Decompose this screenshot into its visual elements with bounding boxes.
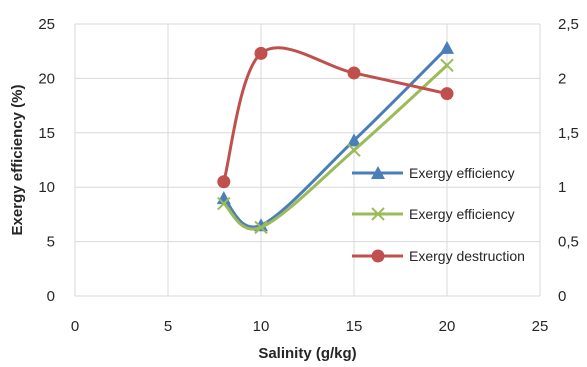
axes: 0 05 0,510 115 1,520 225 2,50 5 10 15 20 25 xyxy=(38,16,579,335)
series-line xyxy=(222,64,449,231)
data-point xyxy=(440,87,454,101)
marker-stroke xyxy=(217,196,231,211)
data-point xyxy=(440,40,454,54)
y-tick-label: 25 xyxy=(38,16,55,33)
y2-tick-label: 2 xyxy=(558,70,566,87)
x-axis-title: Salinity (g/kg) xyxy=(258,345,356,362)
legend-item: Exergy efficiency xyxy=(352,165,515,181)
y-tick-label: 5 xyxy=(47,234,55,251)
x-tick-label: 15 xyxy=(346,318,363,335)
y2-tick-label: 0,5 xyxy=(558,234,579,251)
legend-item: Exergy efficiency xyxy=(352,206,515,222)
marker-stroke xyxy=(440,58,454,73)
legend-marker xyxy=(371,166,385,179)
series-line xyxy=(222,46,449,229)
legend: Exergy efficiency Exergy efficiency Exergy… xyxy=(352,165,525,264)
y2-tick-label: 1,5 xyxy=(558,125,579,142)
data-point xyxy=(347,66,361,80)
gridlines xyxy=(74,23,541,297)
series-lines xyxy=(216,40,454,235)
data-point xyxy=(347,133,361,147)
y2-tick-label: 1 xyxy=(558,179,566,196)
data-point xyxy=(217,196,231,211)
marker-stroke xyxy=(254,220,268,235)
data-point xyxy=(254,46,268,60)
legend-label: Exergy destruction xyxy=(409,248,525,264)
y-tick-label: 15 xyxy=(38,125,55,142)
y-tick-label: 20 xyxy=(38,70,55,87)
y-axis-title: Exergy efficiency (%) xyxy=(9,85,26,236)
series-line xyxy=(222,46,448,183)
x-tick-label: 20 xyxy=(439,318,456,335)
y-tick-label: 0 xyxy=(47,288,55,305)
marker-stroke xyxy=(347,143,361,157)
y2-tick-label: 2,5 xyxy=(558,16,579,33)
y-tick-label: 10 xyxy=(38,179,55,196)
data-point xyxy=(254,220,268,235)
x-tick-label: 10 xyxy=(253,318,270,335)
data-point xyxy=(440,58,454,73)
x-tick-label: 5 xyxy=(164,318,172,335)
data-point xyxy=(347,143,361,157)
legend-marker xyxy=(371,207,385,221)
legend-label: Exergy efficiency xyxy=(409,165,515,181)
x-tick-label: 25 xyxy=(532,318,549,335)
legend-label: Exergy efficiency xyxy=(409,206,515,222)
x-tick-label: 0 xyxy=(71,318,79,335)
legend-item: Exergy destruction xyxy=(352,248,525,264)
marker-stroke xyxy=(371,207,385,221)
y2-tick-label: 0 xyxy=(558,288,566,305)
data-point xyxy=(217,175,231,189)
legend-marker xyxy=(371,249,385,263)
